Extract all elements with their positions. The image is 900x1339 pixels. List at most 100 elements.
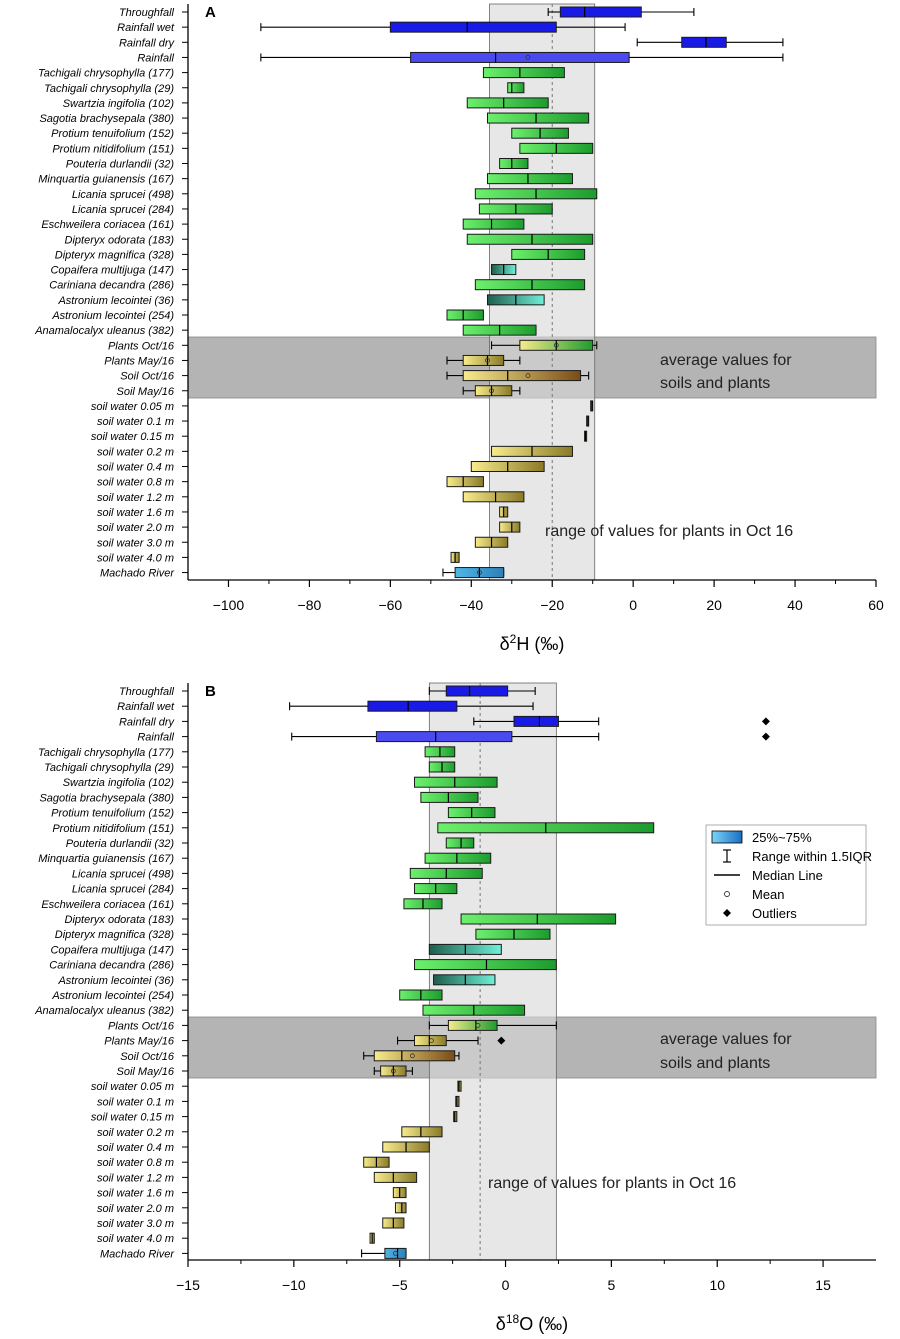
outlier-marker bbox=[761, 732, 770, 741]
box-iqr bbox=[462, 354, 505, 366]
category-label: Minquartia guianensis (167) bbox=[38, 174, 174, 186]
legend-entry: 25%~75% bbox=[752, 830, 812, 845]
band-annotation-line2: soils and plants bbox=[660, 375, 770, 392]
box-iqr bbox=[389, 21, 557, 33]
category-label: Dipteryx magnifica (328) bbox=[55, 929, 175, 941]
category-label: Rainfall dry bbox=[119, 716, 176, 728]
category-label: Pouteria durlandii (32) bbox=[66, 838, 175, 850]
box-iqr bbox=[681, 36, 727, 48]
box-iqr bbox=[486, 173, 573, 185]
x-axis-label-sup: 18 bbox=[506, 1312, 520, 1326]
box-iqr bbox=[460, 913, 617, 925]
category-label: Protium tenuifolium (152) bbox=[51, 128, 174, 140]
x-axis-label-base: δ bbox=[500, 634, 510, 654]
category-label: Rainfall bbox=[137, 732, 174, 744]
category-label: Machado River bbox=[100, 1248, 175, 1260]
x-axis-label-rest: O (‰) bbox=[519, 1314, 568, 1334]
category-label: Minquartia guianensis (167) bbox=[38, 853, 174, 865]
legend: 25%~75% Range within 1.5IQR Median Line Mea… bbox=[705, 824, 872, 926]
category-label: Cariniana decandra (286) bbox=[49, 960, 174, 972]
category-label: soil water 0.1 m bbox=[97, 416, 174, 428]
x-tick-label: −5 bbox=[392, 1277, 408, 1293]
box-iqr bbox=[482, 67, 565, 79]
band-annotation-line2: soils and plants bbox=[660, 1055, 770, 1072]
category-label: Astronium lecointei (254) bbox=[51, 310, 174, 322]
box-iqr bbox=[373, 1171, 418, 1183]
box-iqr bbox=[466, 233, 594, 245]
legend-outlier-swatch bbox=[723, 909, 731, 917]
panel-b-d18o-chart: B Throughfall Rainfall wet Rainfall dry Rain… bbox=[34, 682, 877, 1334]
category-label: Tachigali chrysophylla (177) bbox=[38, 747, 174, 759]
category-label: Dipteryx magnifica (328) bbox=[55, 249, 175, 261]
x-tick-label: −100 bbox=[213, 597, 245, 613]
category-label: Soil May/16 bbox=[117, 386, 175, 398]
category-label: Soil Oct/16 bbox=[120, 1051, 175, 1063]
category-label: soil water 2.0 m bbox=[97, 522, 174, 534]
panel-label: A bbox=[205, 4, 216, 21]
category-label: soil water 0.8 m bbox=[97, 477, 174, 489]
category-label: soil water 0.4 m bbox=[97, 462, 174, 474]
category-label: Licania sprucei (498) bbox=[72, 868, 174, 880]
category-label: Cariniana decandra (286) bbox=[49, 280, 174, 292]
x-tick-label: 60 bbox=[868, 597, 884, 613]
box-iqr bbox=[559, 6, 642, 18]
box-iqr bbox=[446, 476, 484, 488]
x-tick-label: −10 bbox=[282, 1277, 306, 1293]
band-annotation-line1: average values for bbox=[660, 352, 792, 369]
legend-entry: Mean bbox=[752, 887, 785, 902]
range-annotation: range of values for plants in Oct 16 bbox=[488, 1175, 736, 1192]
category-label: Anamalocalyx uleanus (382) bbox=[34, 1005, 174, 1017]
mean-marker bbox=[393, 1251, 398, 1256]
category-label: Licania sprucei (498) bbox=[72, 189, 174, 201]
x-tick-label: −40 bbox=[459, 597, 483, 613]
category-label: Protium nitidifolium (151) bbox=[52, 823, 174, 835]
mean-marker bbox=[489, 388, 494, 394]
panel-a-d2h-chart: A Throughfall Rainfall wet Rainfall dry Rain… bbox=[34, 3, 884, 654]
box-iqr bbox=[410, 51, 630, 63]
category-label: soil water 0.15 m bbox=[91, 431, 174, 443]
box-iqr bbox=[446, 309, 484, 321]
mean-marker bbox=[429, 1038, 434, 1043]
category-label: Copaifera multijuga (147) bbox=[50, 944, 174, 956]
mean-marker bbox=[475, 1023, 481, 1028]
category-label: soil water 0.1 m bbox=[97, 1096, 174, 1108]
x-tick-label: 0 bbox=[502, 1277, 510, 1293]
box-iqr bbox=[462, 491, 525, 503]
box-iqr bbox=[499, 158, 529, 169]
category-label: soil water 1.2 m bbox=[97, 492, 174, 504]
box-iqr bbox=[420, 791, 479, 803]
box-iqr bbox=[414, 959, 557, 971]
box-iqr bbox=[384, 1247, 407, 1259]
box-iqr bbox=[433, 974, 496, 986]
category-label: Soil Oct/16 bbox=[120, 371, 175, 383]
category-label: Soil May/16 bbox=[117, 1066, 175, 1078]
category-label: Plants May/16 bbox=[104, 1036, 175, 1048]
box-iqr bbox=[414, 776, 498, 788]
panel-label: B bbox=[205, 683, 216, 700]
category-label: soil water 0.4 m bbox=[97, 1142, 174, 1154]
category-label: Licania sprucei (284) bbox=[72, 204, 174, 216]
box-iqr bbox=[474, 279, 586, 291]
x-axis-label-rest: H (‰) bbox=[516, 634, 564, 654]
category-label: soil water 3.0 m bbox=[97, 1218, 174, 1230]
category-label: soil water 2.0 m bbox=[97, 1203, 174, 1215]
category-label: Throughfall bbox=[119, 7, 175, 19]
x-tick-label: 40 bbox=[787, 597, 803, 613]
category-label: soil water 1.6 m bbox=[97, 1188, 174, 1200]
box-iqr bbox=[466, 97, 549, 109]
mean-marker bbox=[525, 55, 531, 60]
category-label: Anamalocalyx uleanus (382) bbox=[34, 325, 174, 337]
category-label: soil water 0.05 m bbox=[91, 401, 174, 413]
category-label: Throughfall bbox=[119, 686, 175, 698]
x-tick-label: −60 bbox=[378, 597, 402, 613]
x-tick-label: 0 bbox=[629, 597, 637, 613]
x-tick-label: 10 bbox=[709, 1277, 725, 1293]
category-label: soil water 3.0 m bbox=[97, 537, 174, 549]
x-tick-label: 5 bbox=[607, 1277, 615, 1293]
category-label: Machado River bbox=[100, 568, 175, 580]
category-label: Tachigali chrysophylla (29) bbox=[44, 83, 174, 95]
category-label: Plants Oct/16 bbox=[108, 1020, 175, 1032]
x-axis-label: δ2H (‰) bbox=[500, 632, 565, 654]
box-iqr bbox=[394, 1202, 407, 1214]
